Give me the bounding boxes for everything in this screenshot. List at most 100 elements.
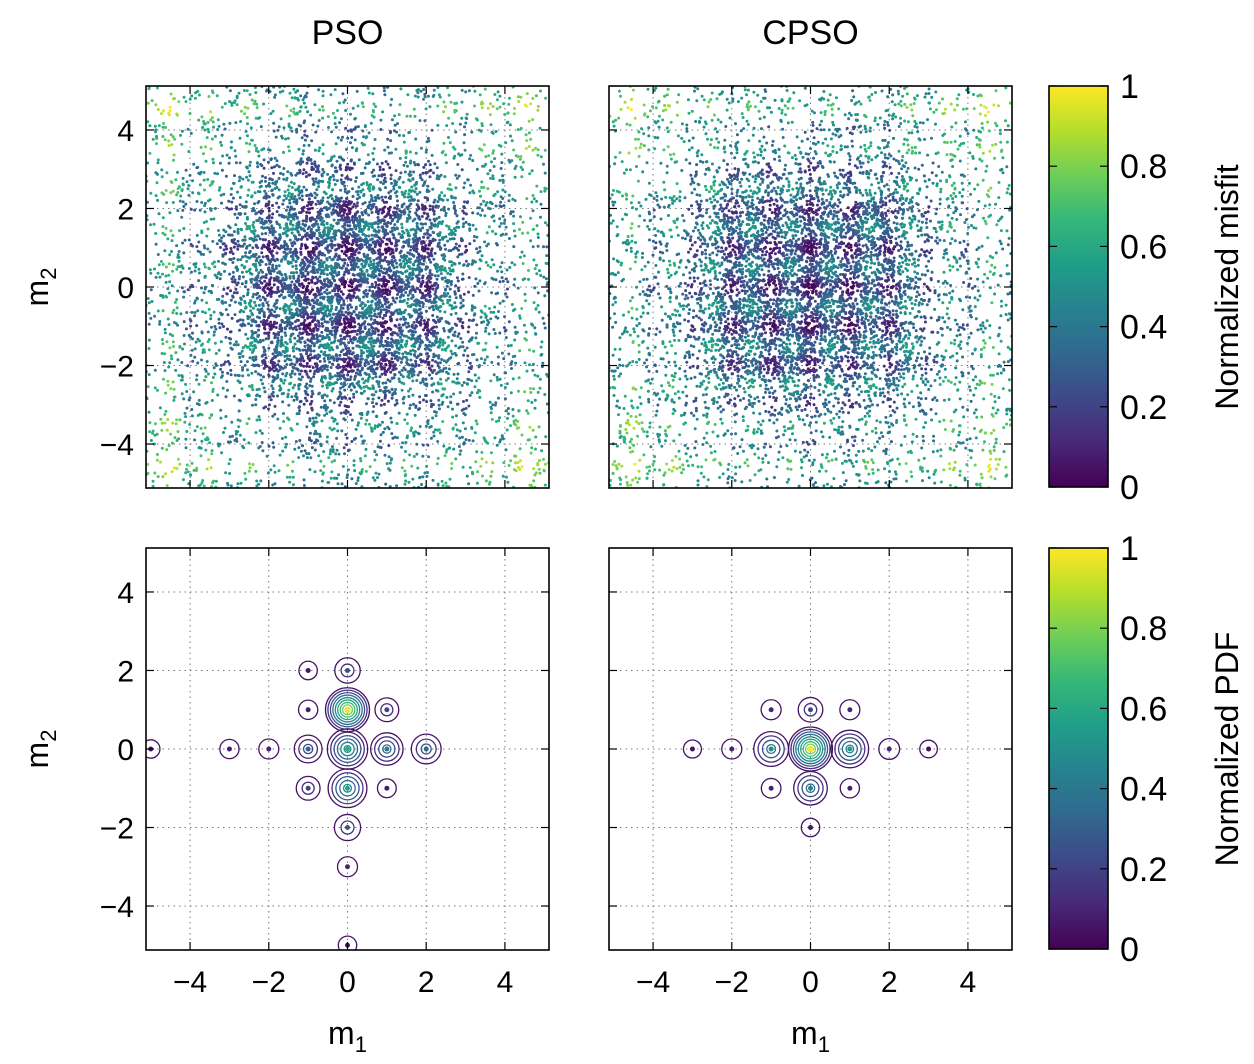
sample-point — [217, 188, 221, 192]
sample-point — [490, 276, 494, 280]
sample-point — [160, 338, 164, 342]
sample-point — [440, 151, 444, 155]
sample-point — [216, 128, 220, 131]
sample-point — [189, 131, 193, 135]
sample-point — [449, 269, 453, 273]
sample-point — [237, 91, 241, 95]
sample-point — [234, 340, 238, 344]
sample-point — [426, 94, 430, 98]
sample-point — [543, 483, 547, 487]
sample-point — [320, 243, 324, 247]
sample-point — [169, 229, 173, 233]
sample-point — [245, 422, 249, 426]
sample-point — [377, 423, 381, 427]
sample-point — [264, 337, 268, 341]
sample-point — [537, 467, 541, 471]
sample-point — [325, 386, 329, 390]
sample-point — [321, 471, 325, 475]
sample-point — [470, 262, 474, 266]
sample-point — [522, 323, 526, 327]
sample-point — [219, 273, 223, 276]
sample-point — [188, 318, 192, 322]
sample-point — [270, 249, 274, 253]
sample-point — [196, 361, 200, 365]
sample-point — [213, 372, 217, 376]
sample-point — [269, 158, 273, 162]
sample-point — [295, 161, 299, 165]
sample-point — [443, 454, 447, 458]
sample-point — [390, 181, 393, 185]
sample-point — [477, 289, 481, 293]
sample-point — [464, 438, 468, 442]
sample-point — [366, 322, 370, 326]
sample-point — [204, 375, 208, 379]
sample-point — [495, 98, 499, 102]
sample-point — [502, 326, 506, 330]
sample-point — [462, 353, 466, 357]
sample-point — [371, 92, 375, 96]
sample-point — [247, 150, 251, 154]
sample-point — [380, 398, 384, 402]
sample-point — [362, 135, 365, 139]
sample-point — [519, 95, 523, 99]
sample-point — [512, 422, 516, 426]
sample-point — [339, 334, 343, 338]
sample-point — [306, 411, 310, 415]
sample-point — [397, 411, 401, 415]
sample-point — [409, 202, 413, 206]
sample-point — [269, 468, 273, 472]
sample-point — [205, 436, 209, 440]
sample-point — [374, 230, 378, 233]
sample-point — [245, 246, 248, 250]
sample-point — [436, 440, 440, 443]
sample-point — [538, 126, 542, 130]
sample-point — [506, 407, 510, 410]
sample-point — [517, 73, 520, 76]
sample-point — [461, 209, 465, 213]
sample-point — [208, 416, 212, 420]
sample-point — [395, 247, 399, 251]
sample-point — [437, 354, 441, 358]
sample-point — [505, 409, 508, 413]
sample-point — [261, 382, 265, 386]
sample-point — [224, 395, 228, 399]
sample-point — [429, 168, 433, 172]
sample-point — [230, 277, 234, 281]
sample-point — [332, 419, 336, 423]
sample-point — [275, 163, 279, 167]
sample-point — [154, 275, 158, 279]
sample-point — [407, 480, 411, 484]
sample-point — [146, 385, 150, 389]
sample-point — [372, 102, 376, 106]
sample-point — [226, 371, 230, 375]
sample-point — [518, 349, 522, 353]
sample-point — [395, 436, 399, 440]
sample-point — [373, 458, 377, 462]
sample-point — [175, 418, 179, 422]
sample-point — [310, 446, 314, 450]
sample-point — [210, 452, 214, 456]
sample-point — [338, 257, 342, 261]
sample-point — [328, 410, 332, 414]
sample-point — [392, 281, 396, 285]
sample-point — [458, 122, 462, 126]
sample-point — [226, 313, 230, 317]
sample-point — [159, 294, 163, 297]
sample-point — [449, 100, 453, 104]
sample-point — [321, 152, 325, 156]
sample-point — [326, 180, 330, 184]
sample-point — [348, 397, 352, 401]
sample-point — [486, 187, 490, 191]
sample-point — [501, 214, 505, 218]
sample-point — [183, 420, 187, 424]
sample-point — [514, 361, 518, 365]
sample-point — [340, 429, 344, 433]
sample-point — [303, 138, 307, 142]
sample-point — [336, 429, 340, 433]
sample-point — [166, 418, 170, 421]
sample-point — [173, 395, 177, 399]
sample-point — [303, 133, 307, 137]
sample-point — [539, 190, 543, 194]
sample-point — [178, 345, 182, 349]
sample-point — [244, 251, 248, 255]
